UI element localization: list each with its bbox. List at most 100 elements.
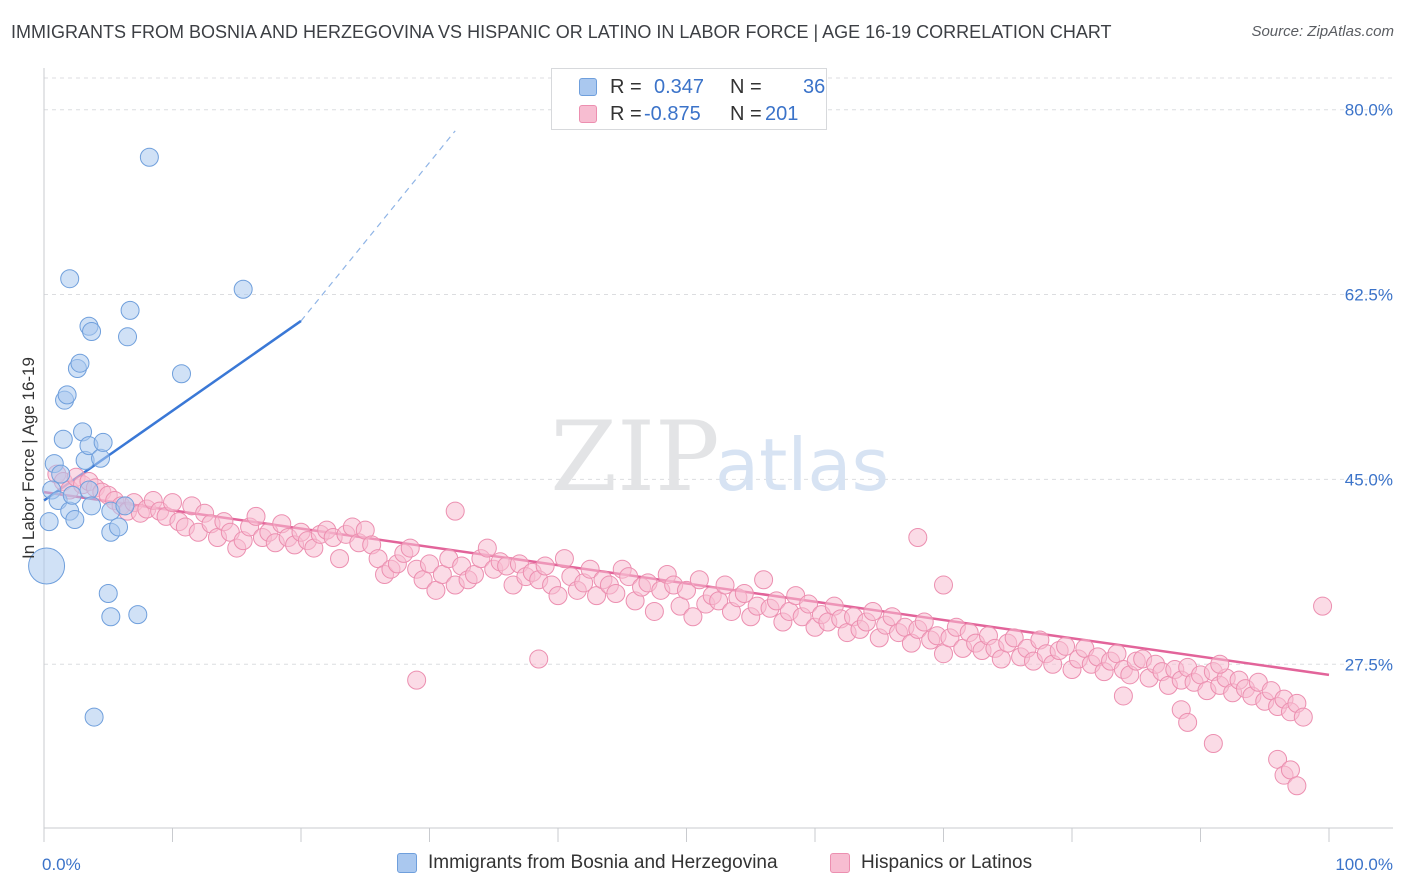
point-hispanic: [1178, 712, 1198, 732]
point-bosnia: [82, 322, 102, 342]
point-hispanic: [766, 591, 786, 611]
bottom-legend-swatch-hispanic: [830, 853, 850, 873]
point-hispanic: [1107, 644, 1127, 664]
legend-row-hispanic: R = -0.875 N = 201: [552, 101, 826, 129]
point-bosnia: [233, 279, 253, 299]
source-label: Source: ZipAtlas.com: [1251, 23, 1394, 40]
legend-n-label: N =: [730, 103, 762, 125]
point-hispanic: [464, 564, 484, 584]
correlation-legend: R = 0.347 N = 36 R = -0.875 N = 201: [551, 68, 827, 130]
point-bosnia: [53, 429, 73, 449]
point-bosnia: [84, 707, 104, 727]
y-tick-label: 27.5%: [1345, 655, 1393, 674]
point-bosnia: [62, 485, 82, 505]
point-hispanic: [163, 493, 182, 513]
point-hispanic: [677, 580, 696, 600]
point-hispanic: [1293, 707, 1313, 727]
point-hispanic: [407, 670, 427, 690]
point-bosnia: [139, 147, 159, 167]
y-tick-label: 62.5%: [1345, 286, 1393, 305]
point-hispanic: [863, 601, 883, 621]
point-hispanic: [535, 556, 555, 576]
point-hispanic: [1210, 654, 1230, 674]
point-hispanic: [619, 567, 639, 587]
legend-r-value: 0.347: [654, 76, 705, 98]
legend-swatch-hispanic: [579, 105, 597, 123]
point-bosnia: [60, 269, 80, 289]
point-bosnia: [70, 353, 90, 373]
legend-r-label: R =: [610, 76, 642, 98]
legend-n-label: N =: [730, 76, 762, 98]
point-bosnia: [118, 327, 138, 347]
point-bosnia: [82, 496, 102, 516]
grid-lines: [44, 77, 1393, 665]
point-hispanic: [1287, 776, 1307, 796]
point-bosnia: [65, 510, 85, 530]
scatter-points: [28, 147, 1333, 796]
point-hispanic: [554, 549, 574, 569]
point-hispanic: [1313, 596, 1333, 616]
point-bosnia: [93, 432, 113, 452]
point-hispanic: [445, 501, 465, 521]
point-hispanic: [330, 549, 350, 569]
point-hispanic: [908, 528, 928, 548]
point-hispanic: [934, 644, 953, 664]
point-hispanic: [991, 649, 1011, 669]
y-axis-label: In Labor Force | Age 16-19: [19, 357, 38, 559]
watermark: ZIP atlas: [550, 401, 889, 513]
point-bosnia: [57, 385, 77, 405]
point-hispanic: [1004, 628, 1024, 648]
point-hispanic: [644, 601, 664, 621]
point-bosnia: [128, 605, 148, 625]
legend-row-bosnia: R = 0.347 N = 36: [552, 74, 826, 102]
watermark-atlas: atlas: [715, 423, 889, 507]
legend-n-value: 36: [803, 76, 826, 98]
point-bosnia: [120, 300, 140, 320]
y-tick-label: 80.0%: [1345, 101, 1393, 120]
point-bosnia: [51, 464, 71, 484]
point-hispanic: [400, 538, 420, 558]
tick-labels: 80.0% 62.5% 45.0% 27.5% 0.0% 100.0%: [42, 101, 1393, 874]
point-hispanic: [426, 580, 446, 600]
point-bosnia: [28, 547, 66, 585]
point-bosnia: [109, 517, 129, 537]
point-hispanic: [914, 612, 934, 632]
point-hispanic: [246, 506, 266, 526]
bottom-legend-label-hispanic: Hispanics or Latinos: [861, 852, 1033, 873]
point-hispanic: [1280, 760, 1300, 780]
point-hispanic: [1113, 686, 1133, 706]
point-hispanic: [799, 594, 819, 614]
legend-n-value: 201: [765, 103, 799, 125]
chart-title: IMMIGRANTS FROM BOSNIA AND HERZEGOVINA V…: [11, 22, 1112, 42]
point-hispanic: [689, 570, 709, 590]
legend-r-value: -0.875: [644, 103, 701, 125]
point-hispanic: [420, 554, 439, 574]
point-bosnia: [101, 607, 121, 627]
legend-swatch-bosnia: [579, 78, 597, 96]
point-hispanic: [715, 575, 735, 595]
point-bosnia: [98, 583, 118, 603]
bottom-legend-label-bosnia: Immigrants from Bosnia and Herzegovina: [428, 852, 778, 873]
point-hispanic: [580, 559, 600, 579]
trend-line-bosnia: [43, 319, 302, 502]
point-hispanic: [477, 538, 497, 558]
point-bosnia: [79, 480, 99, 500]
point-bosnia: [39, 512, 59, 532]
point-hispanic: [934, 575, 953, 595]
point-hispanic: [683, 607, 703, 627]
x-tick-label: 0.0%: [42, 855, 81, 874]
y-tick-label: 45.0%: [1345, 470, 1393, 489]
point-hispanic: [1056, 636, 1076, 656]
legend-r-label: R =: [610, 103, 642, 125]
point-bosnia: [115, 496, 135, 516]
bottom-legend-swatch-bosnia: [397, 853, 417, 873]
watermark-zip: ZIP: [550, 401, 719, 513]
trend-line-bosnia-extension: [300, 130, 456, 322]
point-hispanic: [734, 583, 754, 603]
point-hispanic: [754, 570, 774, 590]
point-hispanic: [529, 649, 549, 669]
point-bosnia: [91, 448, 111, 468]
axes: [43, 68, 1393, 842]
point-hispanic: [606, 583, 626, 603]
